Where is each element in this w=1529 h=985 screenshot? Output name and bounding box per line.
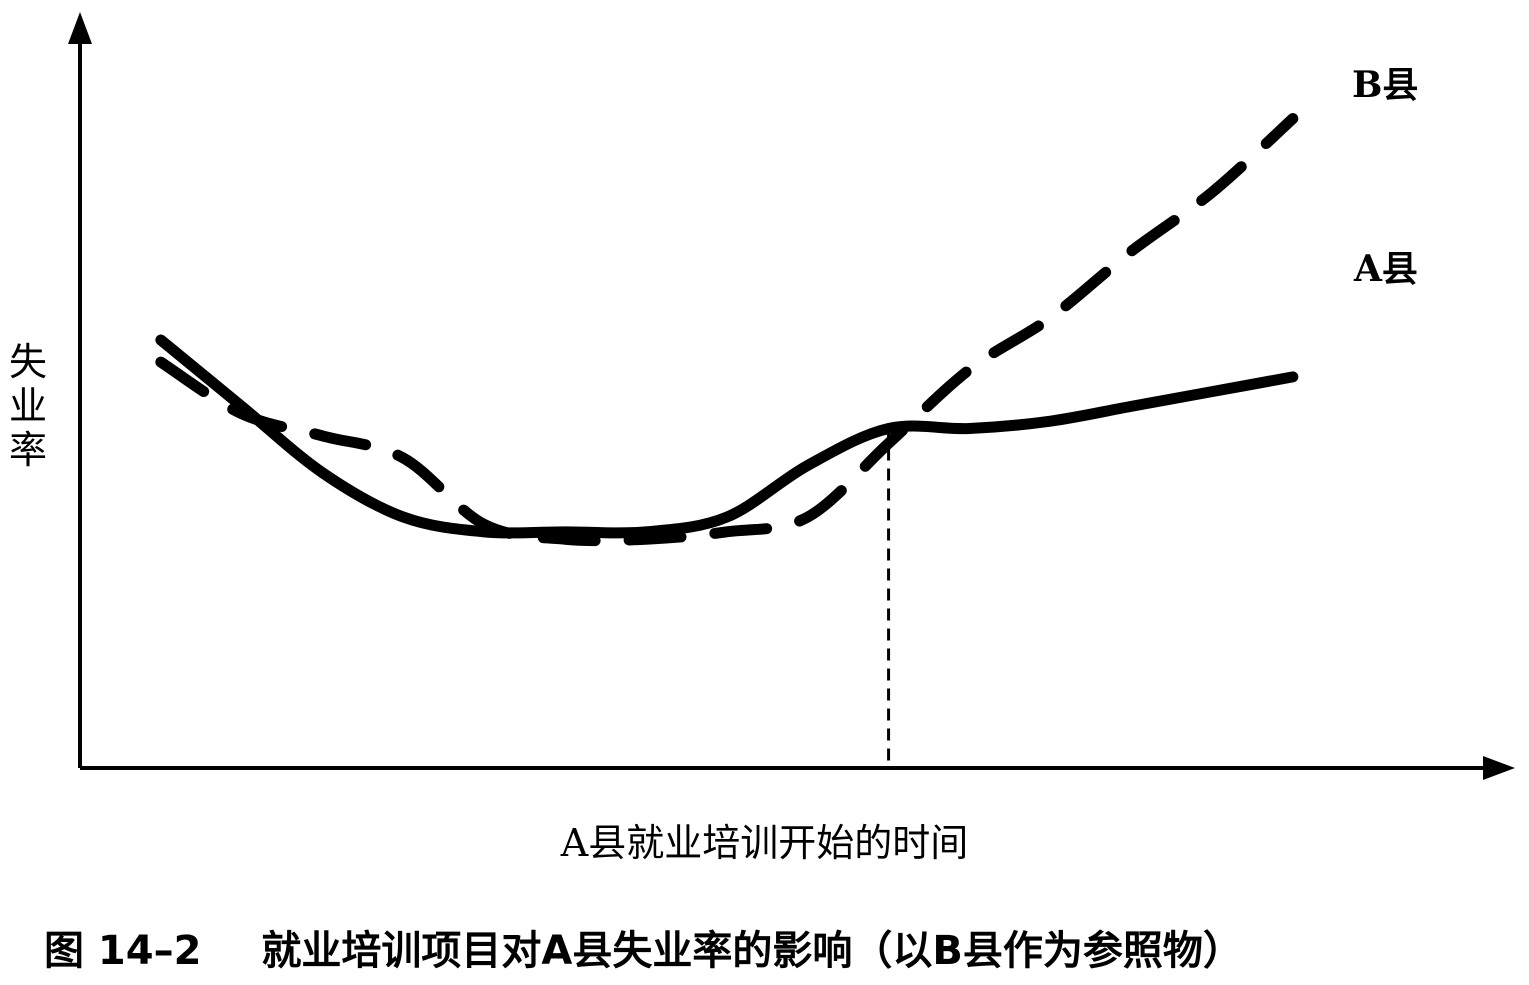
series-line-a [155, 334, 1299, 539]
series-group [155, 113, 1299, 547]
series-line-b [155, 113, 1299, 547]
caption-number: 图 14–2 [44, 928, 202, 974]
y-axis-label: 失业率 [8, 340, 47, 472]
caption-text: 就业培训项目对A县失业率的影响（以B县作为参照物） [261, 928, 1243, 974]
x-axis-arrow [1483, 756, 1515, 780]
axes [68, 12, 1515, 780]
x-axis-label: A县就业培训开始的时间 [560, 821, 969, 865]
y-axis-arrow [68, 12, 92, 44]
figure-caption: 图 14–2 就业培训项目对A县失业率的影响（以B县作为参照物） [44, 918, 1243, 976]
series-label-b: B县 [1352, 64, 1419, 106]
series-label-a: A县 [1354, 248, 1418, 290]
